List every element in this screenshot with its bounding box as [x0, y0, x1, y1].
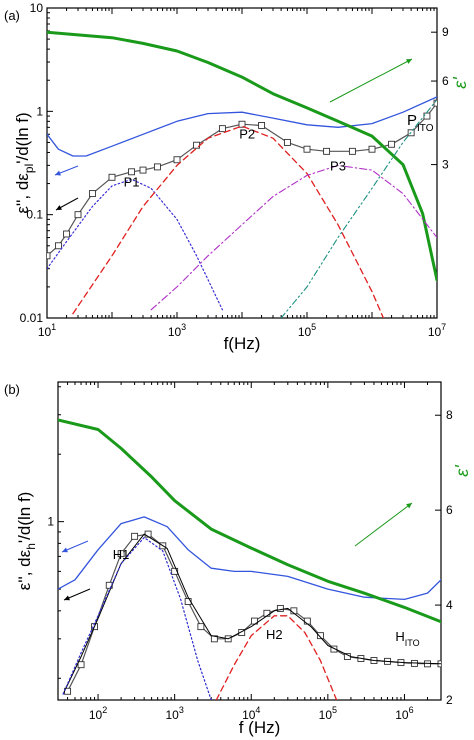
arrow-black-left-axis-head [64, 595, 70, 601]
data-point-marker [303, 145, 311, 153]
x-axis-label: f(Hz) [224, 334, 261, 353]
y-tick-label-left: 1 [47, 515, 54, 529]
data-point-marker [368, 145, 376, 153]
x-axis-label: f (Hz) [239, 718, 281, 737]
data-point-marker [88, 190, 96, 198]
data-point-marker [433, 99, 437, 107]
y-tick-label-left: 0.1 [26, 208, 43, 222]
x-tick-label: 107 [428, 322, 446, 339]
label-h1: H1 [113, 547, 130, 562]
plot-frame [46, 7, 438, 319]
y-axis-label-left: ε'', dεh'/d(ln f) [15, 492, 38, 591]
x-tick-label: 104 [242, 705, 260, 722]
data-point-marker [330, 645, 338, 653]
y-tick-label-left: 0.01 [20, 311, 44, 325]
series-group [58, 418, 441, 700]
series-pito-line [280, 99, 437, 318]
panel-label: (b) [4, 382, 20, 397]
data-point-marker [117, 550, 125, 558]
panel-label: (a) [4, 8, 20, 23]
data-point-marker [276, 604, 284, 612]
y-tick-label-left: 10 [30, 1, 44, 15]
data-point-marker [218, 125, 226, 133]
series-p1-line [47, 178, 223, 311]
series-eps_prime-line [58, 418, 441, 624]
y-tick-label-left: 1 [36, 104, 43, 118]
series-eps_prime-line [47, 30, 437, 282]
x-tick-label: 105 [319, 705, 337, 722]
data-point-marker [74, 211, 82, 219]
label-hito: HITO [395, 629, 419, 648]
y-tick-label-right: 6 [446, 503, 453, 517]
arrow-green-right-axis [354, 502, 413, 547]
y-tick-label-right: 3 [442, 158, 449, 172]
data-point-marker [316, 632, 324, 640]
series-p3-line [150, 164, 437, 311]
data-point-marker [197, 623, 205, 631]
data-point-marker [258, 122, 266, 129]
x-tick-label: 102 [89, 705, 107, 722]
data-point-marker [173, 156, 181, 164]
arrow-black-left-axis-head [56, 205, 62, 210]
series-h1-line [62, 536, 212, 700]
data-point-marker [423, 112, 431, 120]
label-p1: P1 [124, 175, 140, 190]
label-p3: P3 [330, 158, 346, 173]
label-h2: H2 [266, 627, 283, 642]
y-axis-label-right: ε' [452, 465, 472, 477]
y-tick-label-right: 6 [442, 74, 449, 88]
arrow-blue-left-axis-head [55, 170, 61, 176]
x-tick-label: 106 [395, 705, 413, 722]
label-pito: PITO [407, 112, 434, 134]
data-point-marker [54, 242, 62, 250]
y-tick-label-right: 9 [442, 25, 449, 39]
data-point-marker [193, 141, 201, 149]
data-point-marker [128, 168, 136, 176]
data-point-marker [238, 120, 246, 128]
arrow-green-right-axis-head [406, 59, 412, 64]
arrow-blue-left-axis-head [62, 547, 68, 553]
panel-b: 1 2 4 6 8 f (Hz) ε'', dεh'/d(ln f) ε' (b) H1 H2 HIT… [4, 381, 472, 737]
y-tick-label-right: 4 [446, 598, 453, 612]
series-group [47, 30, 437, 318]
label-p2: P2 [239, 126, 255, 141]
data-point-marker [63, 230, 71, 238]
series-eps-line [47, 96, 437, 157]
arrow-green-right-axis [329, 58, 413, 103]
x-tick-label: 103 [165, 705, 183, 722]
x-tick-label: 101 [38, 322, 56, 339]
data-point-marker [388, 140, 396, 148]
data-point-marker [47, 252, 51, 260]
plot-frame [57, 381, 442, 701]
arrow-green-right-axis-head [406, 503, 412, 509]
data-point-marker [139, 166, 147, 174]
data-point-marker [348, 147, 356, 155]
data-point-marker [238, 629, 246, 636]
series-h2-line [215, 615, 338, 700]
x-tick-label: 105 [298, 322, 316, 339]
y-axis-label-left: ε'', dεpl'/d(ln f) [13, 112, 36, 213]
data-point-marker [171, 567, 179, 575]
y-tick-label-right: 2 [446, 693, 453, 707]
y-tick-label-right: 8 [446, 408, 453, 422]
series-p2-line [72, 125, 385, 318]
data-point-marker [153, 163, 161, 171]
series-eps-line [58, 516, 441, 601]
x-tick-label: 103 [168, 322, 186, 339]
data-point-marker [131, 532, 139, 540]
data-point-marker [323, 147, 331, 155]
y-axis-label-right: ε' [450, 77, 470, 89]
data-point-marker [77, 661, 85, 669]
data-point-marker [108, 173, 116, 181]
data-point-marker [283, 138, 291, 146]
